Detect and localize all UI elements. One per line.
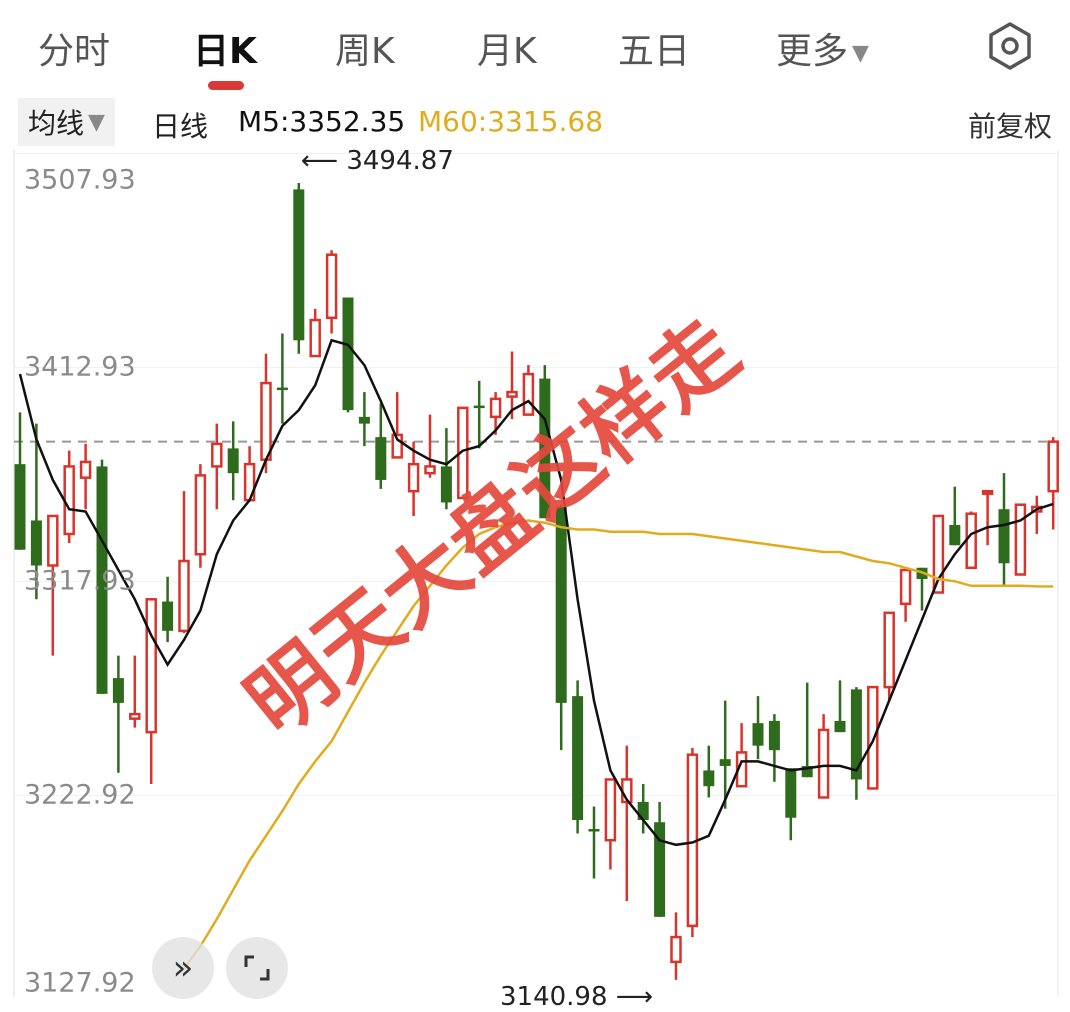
candle-body-up bbox=[522, 372, 535, 416]
candle-body-down bbox=[375, 437, 387, 480]
candle-body-up bbox=[932, 514, 945, 594]
candle-body-up bbox=[981, 489, 994, 495]
candle-body-up bbox=[817, 728, 830, 799]
candle-body-up bbox=[211, 442, 223, 468]
candle-body-up bbox=[79, 460, 92, 479]
candle-body-up bbox=[407, 462, 420, 493]
candle-body-down bbox=[112, 678, 124, 703]
settings-button[interactable] bbox=[984, 20, 1036, 72]
candle-body-up bbox=[309, 318, 321, 358]
candle-body-up bbox=[194, 474, 207, 556]
candle-body-up bbox=[965, 512, 977, 570]
candle-body-up bbox=[899, 568, 912, 606]
candle-body-down bbox=[572, 696, 584, 820]
candle-body-down bbox=[293, 189, 305, 341]
candle-body-down bbox=[703, 770, 715, 787]
candle-body-up bbox=[63, 465, 75, 536]
ma-line-m60 bbox=[182, 519, 1054, 970]
kline-chart[interactable]: 3507.93 3412.93 3317.93 3222.92 3127.92 … bbox=[0, 146, 1070, 1012]
fullscreen-button[interactable] bbox=[226, 937, 288, 999]
low-price-annotation: 3140.98 ⟶ bbox=[500, 982, 653, 1012]
candle-body-up bbox=[1047, 440, 1059, 493]
arrow-left-icon: ⟵ bbox=[300, 146, 347, 176]
caret-down-icon: ▼ bbox=[852, 40, 869, 66]
candle-body-up bbox=[670, 935, 682, 964]
indicator-bar: 均线 ▼ 日线 M5:3352.35 M60:3315.68 前复权 bbox=[0, 98, 1070, 148]
period-tabs: 分时 日K 周K 月K 五日 更多 ▼ bbox=[0, 0, 1070, 95]
candle-body-down bbox=[998, 509, 1010, 564]
candle-body-down bbox=[14, 464, 26, 550]
arrow-right-icon: ⟶ bbox=[607, 982, 654, 1012]
tab-monthly-k[interactable]: 月K bbox=[477, 31, 537, 72]
fullscreen-corners-icon bbox=[244, 955, 270, 981]
ma-line-m5 bbox=[18, 338, 1054, 847]
adjust-mode-button[interactable]: 前复权 bbox=[967, 110, 1052, 143]
candle-body-down bbox=[850, 689, 862, 780]
candle-body-down bbox=[834, 720, 846, 733]
candle-body-down bbox=[654, 822, 666, 917]
tab-five-day[interactable]: 五日 bbox=[618, 31, 691, 72]
y-tick-label: 3507.93 bbox=[24, 164, 136, 196]
candle-body-down bbox=[539, 378, 551, 519]
candle-body-up bbox=[391, 433, 403, 459]
candle-body-down bbox=[637, 801, 649, 820]
candle-body-down bbox=[768, 720, 780, 751]
candle-body-up bbox=[424, 465, 436, 475]
candle-body-up bbox=[260, 381, 272, 461]
expand-panel-button[interactable]: » bbox=[152, 937, 214, 999]
candle-body-up bbox=[604, 778, 617, 842]
low-price-label: 3140.98 bbox=[500, 982, 608, 1012]
candle-body-down bbox=[801, 765, 813, 778]
candle-body-up bbox=[178, 559, 190, 633]
high-price-annotation: ⟵ 3494.87 bbox=[301, 146, 454, 176]
candle-body-down bbox=[162, 601, 174, 631]
ma-selector-label: 均线 bbox=[28, 107, 85, 140]
candle-body-down bbox=[555, 506, 567, 703]
active-tab-indicator bbox=[208, 81, 244, 90]
candle-body-down bbox=[719, 759, 731, 766]
m60-value: M60:3315.68 bbox=[418, 105, 604, 138]
tab-intraday[interactable]: 分时 bbox=[38, 31, 111, 72]
candle-body-up bbox=[1014, 503, 1027, 576]
y-tick-label: 3127.92 bbox=[24, 967, 136, 999]
y-tick-label: 3317.93 bbox=[24, 565, 136, 597]
candle-body-up bbox=[325, 253, 338, 320]
tab-more-label: 更多 bbox=[776, 31, 849, 72]
candle-body-down bbox=[440, 466, 452, 503]
candle-body-down bbox=[473, 405, 485, 409]
double-chevron-right-icon: » bbox=[172, 948, 194, 988]
caret-down-icon: ▼ bbox=[88, 109, 105, 135]
candle-body-down bbox=[752, 723, 764, 746]
candle-body-down bbox=[358, 416, 370, 424]
candle-body-down bbox=[949, 524, 961, 546]
candle-body-down bbox=[96, 466, 108, 694]
y-tick-label: 3412.93 bbox=[24, 351, 136, 383]
kline-chart-svg bbox=[13, 150, 1059, 997]
hexagon-settings-icon bbox=[989, 22, 1031, 70]
ma-selector[interactable]: 均线 ▼ bbox=[18, 98, 115, 146]
candle-body-down bbox=[276, 387, 288, 391]
candle-body-up bbox=[506, 390, 518, 398]
tab-daily-k[interactable]: 日K bbox=[193, 31, 257, 72]
high-price-label: 3494.87 bbox=[346, 146, 454, 176]
candle-body-up bbox=[47, 514, 59, 567]
tab-more[interactable]: 更多 ▼ bbox=[776, 22, 869, 74]
candle-body-up bbox=[489, 397, 502, 419]
candle-body-up bbox=[883, 611, 895, 689]
candle-body-up bbox=[145, 598, 157, 734]
candle-body-down bbox=[227, 448, 239, 474]
candle-body-down bbox=[588, 828, 600, 832]
period-label: 日线 bbox=[152, 110, 209, 143]
y-tick-label: 3222.92 bbox=[24, 779, 136, 811]
m5-value: M5:3352.35 bbox=[238, 105, 406, 138]
candle-body-down bbox=[785, 768, 797, 818]
candle-body-up bbox=[129, 712, 141, 720]
candle-body-down bbox=[342, 297, 354, 411]
candle-body-down bbox=[30, 520, 42, 566]
tab-weekly-k[interactable]: 周K bbox=[335, 31, 395, 72]
candle-body-up bbox=[867, 685, 879, 790]
